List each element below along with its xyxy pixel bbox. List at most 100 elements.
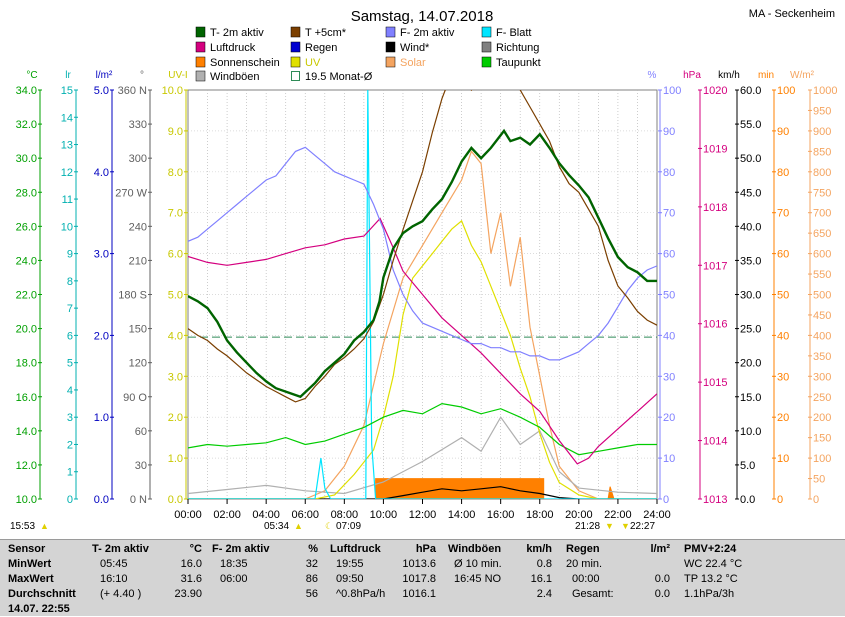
legend-swatch xyxy=(481,56,492,68)
legend-swatch xyxy=(385,26,396,38)
temp-unit: °C xyxy=(189,543,202,555)
axis-wind-tick-label: 35.0 xyxy=(740,255,761,267)
hum-min-time: 18:35 xyxy=(220,558,248,570)
axis-uv-tick-label: 3.0 xyxy=(168,371,183,383)
sun-icon: ▲ xyxy=(40,521,49,531)
press-trend: ^0.8hPa/h xyxy=(336,588,386,600)
axis-minutes-unit: min xyxy=(758,70,774,81)
axis-solar-tick-label: 250 xyxy=(813,392,831,404)
axis-direction-tick-label: 120 xyxy=(129,358,147,370)
x-tick-label: 10:00 xyxy=(370,509,398,521)
press-max-value: 1017.8 xyxy=(402,573,436,585)
axis-pressure-tick-label: 1018 xyxy=(703,202,727,214)
x-tick-label: 20:00 xyxy=(565,509,593,521)
row-labels: Sensor MinWert MaxWert Durchschnitt 14.0… xyxy=(8,542,88,617)
statistics-table: Sensor MinWert MaxWert Durchschnitt 14.0… xyxy=(0,539,845,616)
stats-temp: T- 2m aktiv °C 05:45 16.0 16:10 31.6 (+ 4.4… xyxy=(92,542,202,602)
axis-lr-tick-label: 5 xyxy=(67,358,73,370)
axis-wind-tick-label: 0.0 xyxy=(740,494,755,506)
axis-solar-tick-label: 50 xyxy=(813,474,825,486)
axis-lr-tick-label: 12 xyxy=(61,167,73,179)
axis-minutes-tick-label: 50 xyxy=(777,290,789,302)
axis-humidity-tick-label: 80 xyxy=(663,167,675,179)
axis-minutes-tick-label: 80 xyxy=(777,167,789,179)
stats-humidity: F- 2m aktiv% 18:35 32 06:00 86 56 xyxy=(212,542,318,602)
wind-max-value: 16.1 xyxy=(530,573,552,585)
rain-total-label: Gesamt: xyxy=(572,588,614,600)
wind-avg-value: 0.8 xyxy=(536,558,552,570)
axis-solar-tick-label: 800 xyxy=(813,167,831,179)
axis-direction-tick-label: 150 xyxy=(129,324,147,336)
chart-legend: T- 2m aktiv T +5cm* F- 2m aktiv F- Blatt Luf… xyxy=(195,26,541,83)
legend-swatch xyxy=(385,41,396,53)
axis-direction-tick-label: 180 S xyxy=(118,290,147,302)
axis-lr-tick-label: 15 xyxy=(61,85,73,97)
axis-solar-tick-label: 600 xyxy=(813,249,831,261)
legend-item-uv: UV xyxy=(290,56,321,69)
axis-uv-tick-label: 0.0 xyxy=(168,494,183,506)
sun-events: 15:53 05:34 07:09 21:28 22:27 ▲ ▲ ☾ ▼ ▼ xyxy=(10,521,655,532)
station-name: MA - Seckenheim xyxy=(749,8,835,20)
axis-solar-tick-label: 700 xyxy=(813,208,831,220)
axis-temp-unit: °C xyxy=(26,70,37,81)
hum-max-value: 86 xyxy=(305,573,318,585)
axis-direction-tick-label: 270 W xyxy=(115,187,147,199)
hum-unit: % xyxy=(308,543,318,555)
legend-label: Windböen xyxy=(210,71,260,83)
axis-direction-tick-label: 0 N xyxy=(130,494,147,506)
axis-temp-tick-label: 16.0 xyxy=(16,392,37,404)
axis-uv-unit: UV-I xyxy=(168,70,187,81)
legend-item-f-blatt: F- Blatt xyxy=(481,26,531,39)
temp-min-value: 16.0 xyxy=(180,558,202,570)
axis-wind: 0.0 5.0 10.0 15.0 20.0 25.0 30.0 35.0 40.0 45.0 50… xyxy=(718,70,761,506)
axis-solar-tick-label: 1000 xyxy=(813,85,837,97)
series-f-2m-aktiv xyxy=(188,146,657,361)
rain-header: Regen xyxy=(566,543,600,555)
axis-direction-tick-label: 90 O xyxy=(123,392,147,404)
axis-direction-tick-label: 60 xyxy=(135,426,147,438)
stats-pressure: Luftdruck hPa 19:55 1013.6 09:50 1017.8 ^0.… xyxy=(330,542,436,602)
axis-temp-tick-label: 26.0 xyxy=(16,221,37,233)
temp-avg-delta: (+ 4.40 ) xyxy=(100,588,142,600)
legend-swatch xyxy=(385,56,396,68)
weather-chart: Samstag, 14.07.2018 MA - Seckenheim T- 2… xyxy=(10,8,837,532)
axis-lr-tick-label: 14 xyxy=(61,112,73,124)
axis-humidity-tick-label: 40 xyxy=(663,330,675,342)
axis-wind-tick-label: 45.0 xyxy=(740,187,761,199)
axis-direction-tick-label: 360 N xyxy=(118,85,147,97)
legend-swatch xyxy=(195,26,206,38)
axis-direction: 0 N 30 60 90 O 120 150 180 S 210 240 270 W 300 330 3… xyxy=(115,70,152,506)
legend-item-19-5-monat-: 19.5 Monat-Ø xyxy=(291,71,373,83)
legend-label: Sonnenschein xyxy=(210,57,280,69)
legend-label: F- 2m aktiv xyxy=(400,27,455,39)
axis-temp-tick-label: 32.0 xyxy=(16,119,37,131)
axis-uv-tick-label: 8.0 xyxy=(168,167,183,179)
sunset-time: 21:28 xyxy=(575,521,600,532)
axis-pressure-tick-label: 1015 xyxy=(703,377,727,389)
axis-uv-tick-label: 2.0 xyxy=(168,412,183,424)
hum-max-time: 06:00 xyxy=(220,573,248,585)
axis-temp-tick-label: 10.0 xyxy=(16,494,37,506)
axis-wind-tick-label: 10.0 xyxy=(740,426,761,438)
row-label-max: MaxWert xyxy=(8,573,54,585)
axis-humidity-tick-label: 0 xyxy=(663,494,669,506)
chart-title: Samstag, 14.07.2018 xyxy=(351,8,494,25)
axis-wind-tick-label: 20.0 xyxy=(740,358,761,370)
axis-direction-tick-label: 240 xyxy=(129,221,147,233)
axis-wind-tick-label: 5.0 xyxy=(740,460,755,472)
x-tick-label: 18:00 xyxy=(526,509,554,521)
axis-pressure-tick-label: 1013 xyxy=(703,494,727,506)
legend-item-richtung: Richtung xyxy=(481,41,539,54)
axis-uv-tick-label: 4.0 xyxy=(168,330,183,342)
row-label-min: MinWert xyxy=(8,558,52,570)
pmv-dewpoint: TP 13.2 °C xyxy=(684,573,738,585)
temp-avg-value: 23.90 xyxy=(174,588,202,600)
series-t-5cm xyxy=(188,90,657,403)
axis-minutes-tick-label: 40 xyxy=(777,330,789,342)
temp-max-time: 16:10 xyxy=(100,573,128,585)
axis-humidity-tick-label: 10 xyxy=(663,453,675,465)
axis-rain-tick-label: 4.0 xyxy=(94,167,109,179)
x-tick-label: 16:00 xyxy=(487,509,515,521)
rain-unit: l/m² xyxy=(650,543,670,555)
